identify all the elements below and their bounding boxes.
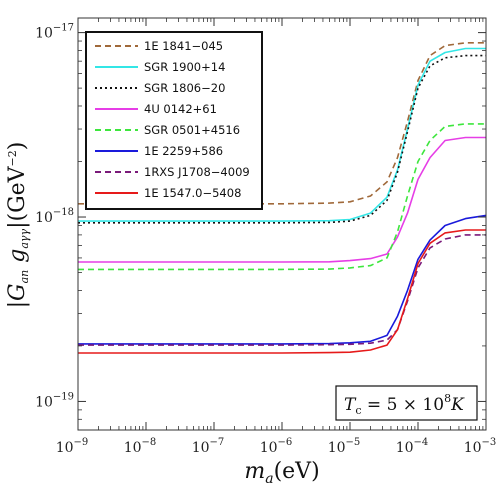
legend-label: 1RXS J1708−4009	[144, 165, 250, 179]
x-tick-label: 10−3	[464, 437, 497, 456]
x-axis-title: ma(eV)	[244, 459, 319, 487]
legend-label: SGR 1900+14	[144, 60, 225, 74]
ticks-layer: 10−9 10−8 10−7 10−6 10−5 10−4 10−3 10−19 10−18 10…	[35, 18, 496, 456]
series-line-5	[78, 123, 486, 271]
series-line-1	[78, 41, 486, 205]
series-line-4	[78, 136, 486, 263]
legend-label: 1E 1547.0−5408	[144, 186, 241, 200]
x-tick-label: 10−5	[328, 437, 361, 456]
x-tick-label: 10−4	[396, 437, 429, 456]
series-line-2	[78, 47, 486, 222]
legend: 1E 1841−045 SGR 1900+14 SGR 1806−20 4U 0142…	[85, 31, 263, 210]
annotation-text: Tc = 5 × 108K	[344, 392, 465, 417]
legend-label: 1E 1841−045	[144, 39, 223, 53]
series-line-6	[78, 214, 487, 345]
y-tick-label: 10−17	[35, 23, 74, 42]
y-tick-label: 10−18	[35, 207, 74, 226]
series-layer	[78, 41, 487, 354]
annotation-box: Tc = 5 × 108K	[335, 385, 478, 421]
legend-label: SGR 0501+4516	[144, 123, 240, 137]
legend-label: SGR 1806−20	[144, 81, 225, 95]
x-tick-label: 10−8	[124, 437, 157, 456]
series-line-3	[78, 54, 486, 224]
annotation-frame	[335, 385, 478, 421]
series-line-7	[78, 234, 486, 346]
legend-label: 1E 2259+586	[144, 144, 223, 158]
legend-label: 4U 0142+61	[144, 102, 217, 116]
x-tick-label: 10−7	[192, 437, 225, 456]
y-axis-title: |Gan gaγγ|(GeV−2)	[5, 142, 31, 309]
legend-box	[85, 31, 263, 210]
x-tick-label: 10−6	[260, 437, 293, 456]
series-line-8	[78, 229, 486, 354]
x-tick-label: 10−9	[56, 437, 89, 456]
y-tick-label: 10−19	[35, 391, 74, 410]
